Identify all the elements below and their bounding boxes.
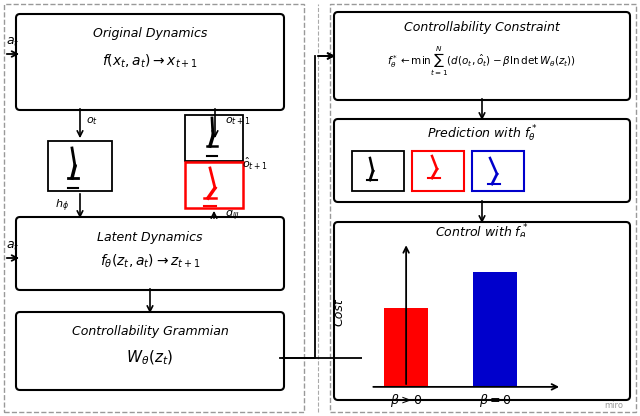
FancyBboxPatch shape: [334, 222, 630, 400]
Text: Prediction with $f_\theta^*$: Prediction with $f_\theta^*$: [427, 124, 537, 144]
Text: Controllability Constraint: Controllability Constraint: [404, 22, 560, 35]
Text: $g_\psi$: $g_\psi$: [225, 209, 239, 223]
Text: $o_{t+1}$: $o_{t+1}$: [225, 115, 251, 127]
Bar: [472, 151, 524, 191]
Text: $a_t$: $a_t$: [6, 240, 20, 253]
Bar: [352, 151, 404, 191]
Y-axis label: Cost: Cost: [332, 298, 345, 326]
Bar: [185, 115, 243, 161]
Text: $f(x_t, a_t) \rightarrow x_{t+1}$: $f(x_t, a_t) \rightarrow x_{t+1}$: [102, 52, 198, 70]
Text: miro: miro: [605, 401, 623, 411]
FancyBboxPatch shape: [16, 217, 284, 290]
Text: Controllability Grammian: Controllability Grammian: [72, 325, 228, 339]
Text: $o_t$: $o_t$: [86, 115, 98, 127]
Text: $h_\phi$: $h_\phi$: [55, 198, 69, 214]
Text: $W_\theta(z_t)$: $W_\theta(z_t)$: [126, 349, 173, 367]
Text: $f_\theta(z_t, a_t) \rightarrow z_{t+1}$: $f_\theta(z_t, a_t) \rightarrow z_{t+1}$: [100, 252, 200, 270]
Text: $a_t$: $a_t$: [6, 35, 20, 49]
Text: Latent Dynamics: Latent Dynamics: [97, 230, 203, 243]
Text: $f_\theta^* \leftarrow \min \sum_{t=1}^{N}(d(o_t,\hat{o}_t) - \beta \ln \det W_\: $f_\theta^* \leftarrow \min \sum_{t=1}^{…: [387, 45, 577, 77]
Bar: [412, 151, 464, 191]
Bar: [48, 141, 112, 191]
Text: Original Dynamics: Original Dynamics: [93, 27, 207, 40]
Bar: [4, 4, 304, 412]
Text: $\hat{o}_{t+1}$: $\hat{o}_{t+1}$: [242, 156, 268, 172]
Bar: [473, 272, 517, 387]
FancyBboxPatch shape: [16, 14, 284, 110]
Bar: [330, 4, 636, 412]
Bar: [384, 307, 428, 387]
FancyBboxPatch shape: [334, 12, 630, 100]
FancyBboxPatch shape: [334, 119, 630, 202]
FancyBboxPatch shape: [16, 312, 284, 390]
Text: Control with $f_\theta^*$: Control with $f_\theta^*$: [435, 223, 529, 243]
Bar: [185, 162, 243, 208]
